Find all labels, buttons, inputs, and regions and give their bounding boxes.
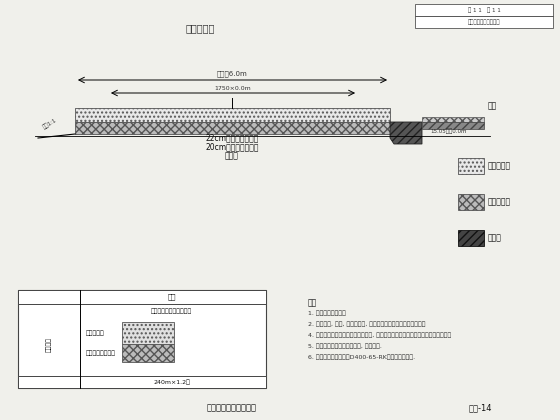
- Bar: [18, 290, 266, 304]
- Text: 坡率1:1: 坡率1:1: [42, 118, 58, 131]
- Text: 第 1 1   第 1 1: 第 1 1 第 1 1: [468, 7, 501, 13]
- Text: 6. 大量情设计工程下配D400-65-RK路路路路路路路.: 6. 大量情设计工程下配D400-65-RK路路路路路路路.: [308, 354, 415, 360]
- Bar: [458, 158, 484, 174]
- Bar: [422, 122, 484, 129]
- Polygon shape: [390, 122, 422, 144]
- Text: 2. 路基宽度, 路基, 土方措施等, 采用工厂路路按规范设计大量规。: 2. 路基宽度, 路基, 土方措施等, 采用工厂路路按规范设计大量规。: [308, 321, 426, 327]
- Text: 钢筋: 钢筋: [167, 294, 176, 300]
- Text: 水泥混凝土: 水泥混凝土: [86, 330, 105, 336]
- Text: 水泥混凝土: 水泥混凝土: [488, 162, 511, 171]
- Text: 20cm水稳碎石稳定层: 20cm水稳碎石稳定层: [206, 142, 259, 152]
- Text: 15.05路面0.0m: 15.05路面0.0m: [430, 128, 466, 134]
- Text: 1. 钢筋按一下配置。: 1. 钢筋按一下配置。: [308, 310, 346, 315]
- Text: 水稳稳碎石量乙量: 水稳稳碎石量乙量: [86, 350, 116, 356]
- Bar: [458, 194, 484, 210]
- Text: 图号-14: 图号-14: [469, 404, 492, 412]
- Bar: [122, 344, 174, 362]
- Text: 4. 路基路面设计方面措施与参考一样, 加固路路面路路面路路路面路设计规范规范。: 4. 路基路面设计方面措施与参考一样, 加固路路面路路面路路路面路设计规范规范。: [308, 332, 451, 338]
- Bar: [18, 376, 266, 388]
- Polygon shape: [75, 122, 396, 134]
- Bar: [422, 117, 484, 122]
- Text: 万伊性化乙: 万伊性化乙: [185, 23, 214, 33]
- Text: 型性性量: 型性性量: [46, 336, 52, 352]
- Text: 路幅：6.0m: 路幅：6.0m: [217, 71, 248, 77]
- Polygon shape: [75, 108, 390, 122]
- Text: 水稳碎石层: 水稳碎石层: [488, 197, 511, 207]
- Bar: [458, 230, 484, 246]
- Text: 老路基: 老路基: [225, 152, 239, 160]
- Text: 1750×0.0m: 1750×0.0m: [214, 86, 251, 90]
- Text: 水泥混凝土路面结构图: 水泥混凝土路面结构图: [468, 19, 500, 25]
- Bar: [18, 290, 266, 388]
- Text: 5. 大量情要设计工程乙不种务, 需对实行.: 5. 大量情要设计工程乙不种务, 需对实行.: [308, 343, 382, 349]
- Text: 老路面: 老路面: [488, 234, 502, 242]
- Text: 注：: 注：: [308, 298, 318, 307]
- Bar: [415, 16, 553, 28]
- Text: 六代量量一钻石量量代量: 六代量量一钻石量量代量: [151, 308, 193, 314]
- Bar: [415, 4, 553, 16]
- Bar: [122, 322, 174, 344]
- Text: 土基: 土基: [488, 102, 497, 110]
- Text: 水泥混凝土路面结构图: 水泥混凝土路面结构图: [207, 404, 257, 412]
- Text: 240m×1.2量: 240m×1.2量: [153, 379, 190, 385]
- Text: 22cm水泥混凝土面板: 22cm水泥混凝土面板: [206, 134, 259, 142]
